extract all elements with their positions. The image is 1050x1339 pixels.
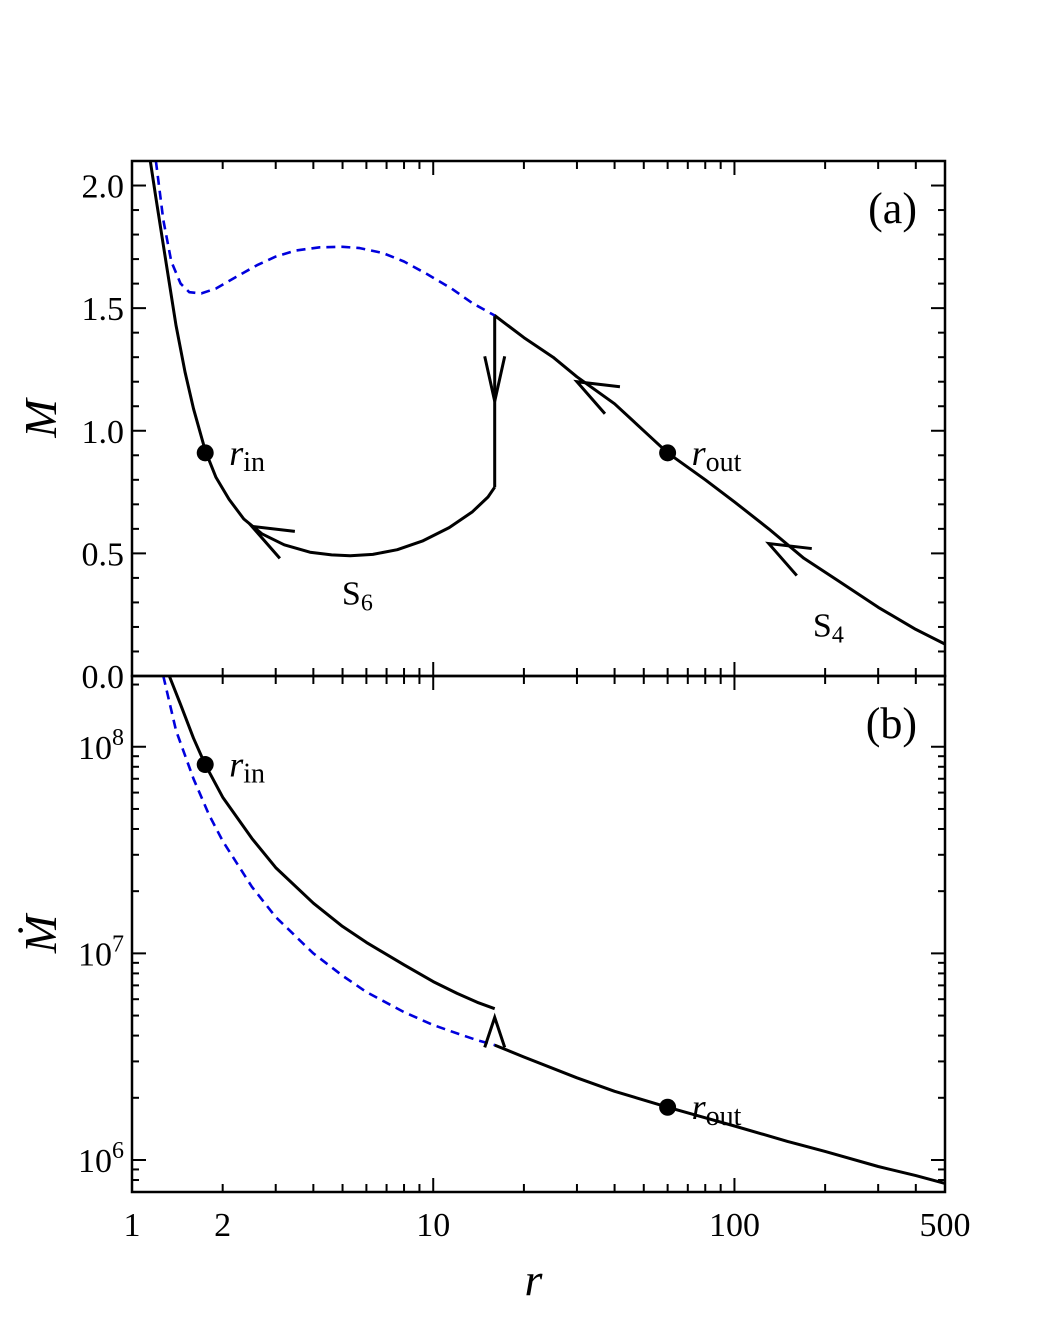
- panel-a-series-3-dashed: [154, 161, 496, 317]
- panel-a-ytick-label-3: 1.5: [82, 291, 125, 328]
- panel-a-arrow-3: [765, 541, 812, 577]
- panel-a-y-axis-label: M: [15, 397, 66, 439]
- panel-b-frame: [130, 674, 947, 1194]
- panel-b-series-2-solid: [494, 1043, 945, 1185]
- panel-a-markers: rin rout S6 S4: [196, 433, 844, 649]
- panel-a-annotation-S6: S6: [342, 576, 373, 617]
- panel-b-series-1-solid: [167, 676, 496, 1011]
- panel-b-series-3-dashed: [162, 676, 496, 1047]
- panel-a: rin rout S6 S4 0.0 0.5 1.0 1.5 2.0 (a) M: [15, 159, 947, 696]
- panel-b-series: [162, 676, 945, 1185]
- panel-b-tag: (b): [866, 699, 917, 748]
- panel-a-series-1-solid: [148, 161, 496, 558]
- panel-a-ticks: 0.0 0.5 1.0 1.5 2.0: [82, 160, 946, 696]
- panel-a-arrow-2: [573, 379, 621, 415]
- panel-b-ytick-label-2: 108: [78, 725, 124, 767]
- x-axis-label: r: [525, 1254, 544, 1305]
- panel-b-ytick-label-1: 107: [78, 931, 124, 973]
- panel-a-series-2-solid: [493, 314, 945, 646]
- panel-a-ytick-label-0: 0.0: [82, 659, 125, 696]
- x-tick-label-100: 100: [709, 1207, 760, 1244]
- panel-a-series: [148, 161, 945, 646]
- panel-b-label-rin: rin: [229, 745, 265, 790]
- x-tick-label-500: 500: [920, 1207, 971, 1244]
- panel-a-point-rout: [659, 444, 677, 462]
- panel-a-ytick-label-4: 2.0: [82, 169, 125, 206]
- panel-a-point-rin: [196, 444, 214, 462]
- panel-b: rin rout 106 107 108 1 2 10 100 500 (b) Ṁ r: [15, 674, 971, 1305]
- panel-b-arrow-1: [483, 1012, 507, 1048]
- panel-b-ticks: 106 107 108 1 2 10 100 500: [78, 676, 971, 1244]
- panel-b-point-rout: [659, 1098, 677, 1116]
- x-tick-label-2: 2: [214, 1207, 231, 1244]
- x-tick-label-10: 10: [416, 1207, 450, 1244]
- panel-a-ytick-label-2: 1.0: [82, 414, 125, 451]
- panel-a-tag: (a): [868, 184, 917, 233]
- panel-a-label-rin: rin: [229, 433, 265, 478]
- panel-b-point-rin: [196, 756, 214, 774]
- panel-b-ytick-label-0: 106: [78, 1138, 124, 1180]
- panel-a-arrow-1: [248, 524, 296, 560]
- panel-a-arrows: [248, 356, 812, 577]
- panel-b-arrows: [483, 1012, 507, 1048]
- panel-a-frame: [130, 159, 947, 678]
- panel-a-annotation-S4: S4: [813, 608, 844, 649]
- panel-b-label-rout: rout: [692, 1087, 742, 1132]
- x-tick-label-1: 1: [124, 1207, 141, 1244]
- panel-a-ytick-label-1: 0.5: [82, 536, 125, 573]
- panel-a-label-rout: rout: [692, 433, 742, 478]
- panel-b-markers: rin rout: [196, 745, 742, 1132]
- panel-b-y-axis-label: Ṁ: [15, 912, 66, 954]
- panel-a-arrow-4: [483, 356, 507, 402]
